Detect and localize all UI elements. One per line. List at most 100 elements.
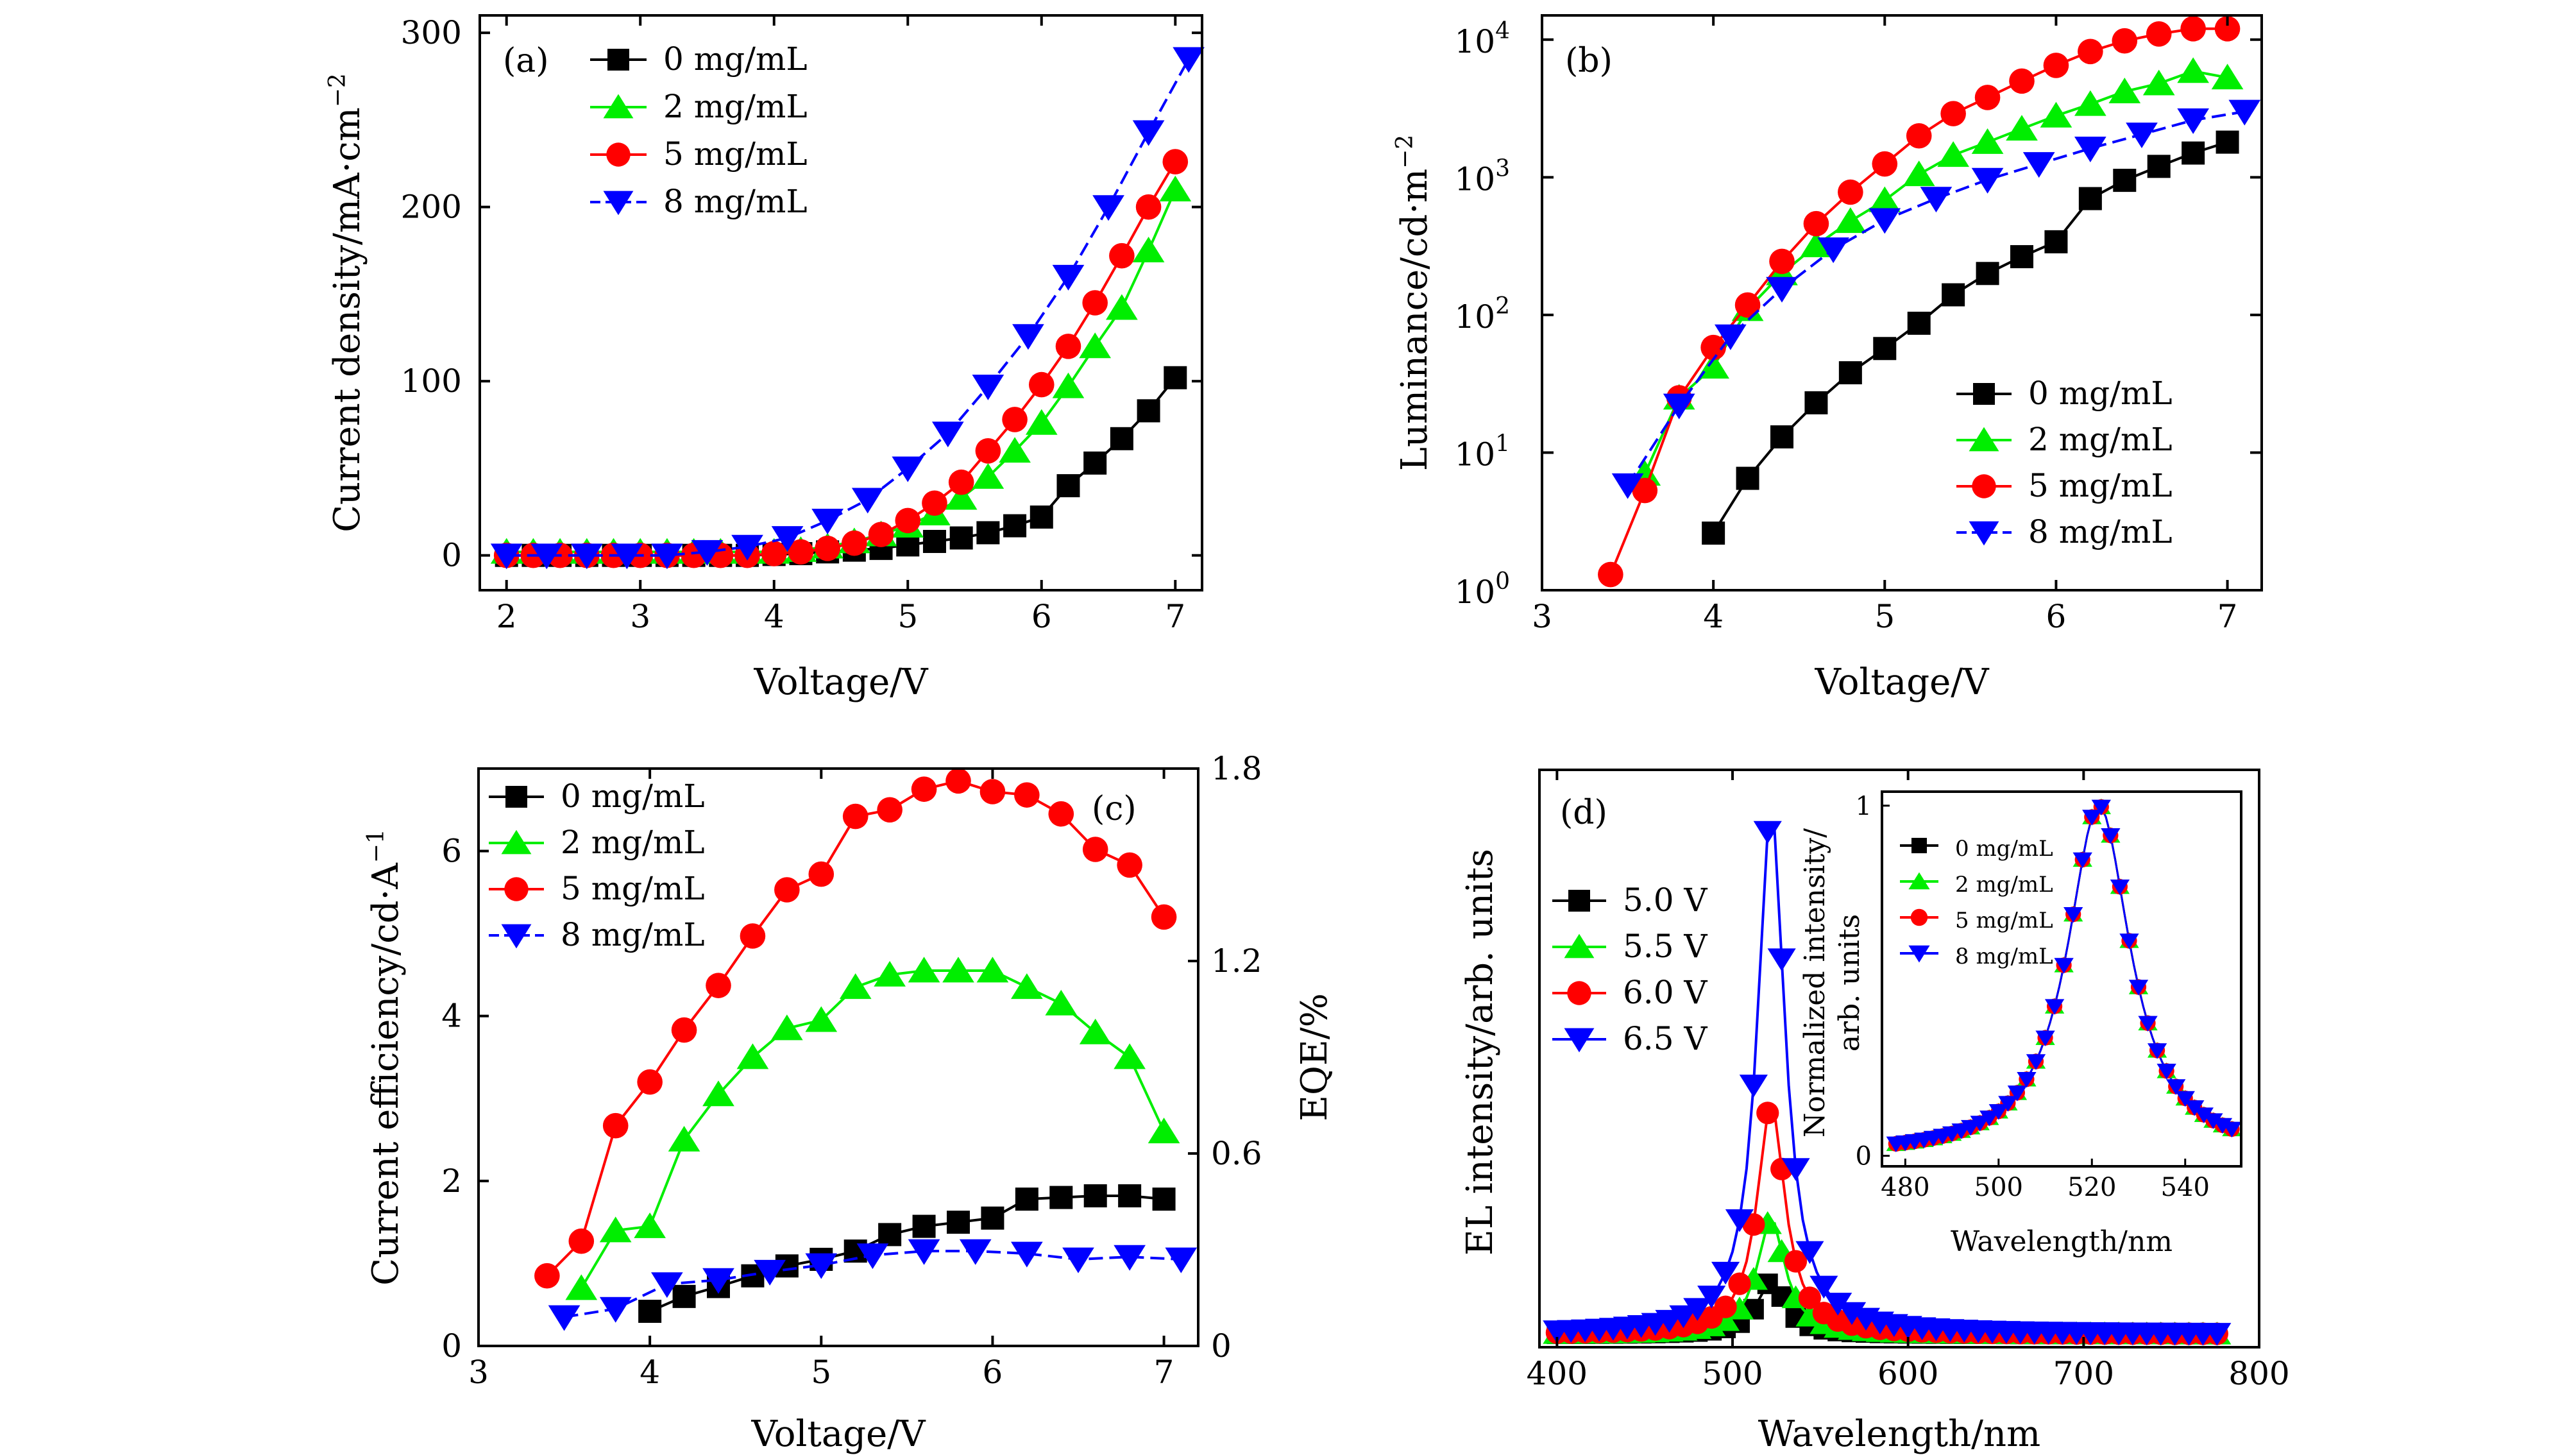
data-point: [771, 526, 804, 552]
y-tick-c-label: 2: [441, 1162, 462, 1200]
y-right-tick-c-label: 0: [1211, 1327, 1232, 1365]
data-point: [1838, 361, 1862, 385]
legend-b-label: 2 mg/mL: [2028, 421, 2173, 458]
data-point: [702, 1080, 734, 1107]
data-point: [637, 1069, 663, 1095]
legend-b-label: 5 mg/mL: [2028, 467, 2173, 504]
series-line: [506, 189, 1177, 554]
inset-data-point: [2035, 1030, 2055, 1046]
data-point: [1014, 782, 1040, 808]
data-point: [1728, 1272, 1751, 1295]
data-point: [1868, 186, 1901, 212]
y-right-tick-c-label: 0.6: [1211, 1135, 1262, 1172]
data-point: [2074, 137, 2106, 162]
data-point: [947, 1211, 970, 1234]
inset-data-point: [2194, 1107, 2214, 1123]
data-point: [948, 469, 974, 495]
y-tick-b-exp: 4: [1495, 18, 1510, 44]
data-point: [2177, 108, 2209, 134]
data-point: [945, 768, 971, 794]
panel-a: 2 3 4 5 6 7 0 100 200 300 Voltage/V Current density…: [325, 14, 1205, 703]
x-axis-title-b: Voltage/V: [1814, 661, 1990, 703]
data-point: [2182, 141, 2205, 165]
data-point: [638, 1300, 662, 1323]
data-point: [908, 957, 940, 983]
data-point: [788, 539, 814, 565]
legend-a-label: 8 mg/mL: [663, 183, 808, 220]
y-axis-title-a-base: Current density/mA·cm: [326, 107, 368, 532]
data-point: [1868, 208, 1901, 234]
inset-data-point: [1998, 1096, 2018, 1112]
legend-a-marker: [607, 49, 629, 71]
y-tick-b-base: 10: [1454, 160, 1495, 198]
plot-frame-b: [1541, 14, 2263, 591]
y-right-tick-c-label: 1.2: [1211, 942, 1262, 980]
data-point: [2010, 245, 2033, 269]
y-tick-b-exp: 2: [1495, 293, 1510, 319]
data-point: [1711, 1261, 1740, 1285]
data-point: [651, 543, 683, 570]
data-point: [1804, 391, 1828, 414]
data-point: [1132, 236, 1165, 262]
data-point: [771, 1014, 803, 1041]
data-point: [922, 529, 946, 553]
y-tick-a-label: 100: [401, 362, 462, 400]
data-point: [842, 530, 867, 556]
data-point: [1015, 1187, 1038, 1211]
data-point: [2146, 21, 2172, 47]
data-point: [1632, 477, 1658, 504]
inset-data-point: [2175, 1091, 2195, 1107]
data-point: [2043, 53, 2069, 78]
y-axis-title-b-sup: −2: [1392, 135, 1418, 169]
data-point: [2126, 123, 2158, 149]
data-point: [671, 1017, 697, 1043]
data-point: [530, 543, 563, 570]
data-point: [2108, 78, 2141, 103]
data-point: [1715, 324, 1747, 350]
data-point: [1835, 207, 1867, 234]
series-line: [506, 377, 1176, 557]
data-point: [570, 543, 603, 570]
legend-d-label: 6.5 V: [1623, 1020, 1707, 1057]
data-point: [1045, 989, 1078, 1016]
data-point: [1725, 1209, 1754, 1232]
data-point: [2228, 99, 2261, 126]
inset-data-point: [2044, 999, 2065, 1015]
data-point: [1669, 1305, 1698, 1329]
inset-x-axis-title: Wavelength/nm: [1951, 1225, 2173, 1258]
data-point: [1052, 264, 1085, 291]
data-point: [895, 507, 921, 534]
data-point: [1798, 1286, 1822, 1309]
legend-a-label: 0 mg/mL: [663, 40, 808, 78]
panel-label-a: (a): [503, 42, 549, 80]
inset-legend-marker: [1908, 945, 1930, 963]
data-point: [1940, 101, 1966, 126]
data-point: [1817, 237, 1849, 264]
plot-frame-a: [479, 14, 1203, 591]
y-tick-b-label: 104: [1454, 18, 1510, 60]
data-point: [999, 437, 1031, 463]
y-tick-b-base: 10: [1454, 574, 1495, 611]
inset-data-point: [2110, 879, 2130, 896]
data-point: [1028, 371, 1055, 398]
data-point: [931, 421, 964, 448]
data-point: [1062, 1247, 1094, 1273]
panel-label-c: (c): [1092, 790, 1137, 828]
data-point: [1106, 294, 1138, 320]
data-point: [949, 526, 973, 550]
data-point: [1082, 290, 1108, 316]
data-point: [740, 923, 766, 949]
data-point: [911, 776, 937, 802]
data-point: [1083, 1184, 1107, 1207]
panel-label-d: (d): [1560, 794, 1607, 832]
legend-a-label: 5 mg/mL: [663, 135, 808, 173]
data-point: [975, 438, 1001, 464]
data-point: [1803, 210, 1829, 237]
data-point: [611, 543, 643, 570]
data-point: [774, 877, 800, 903]
x-tick-d-label: 700: [2053, 1355, 2114, 1392]
data-point: [1700, 334, 1726, 361]
y-tick-c-label: 0: [441, 1327, 462, 1365]
data-point: [1002, 407, 1028, 432]
legend-b-marker: [1972, 474, 1996, 498]
